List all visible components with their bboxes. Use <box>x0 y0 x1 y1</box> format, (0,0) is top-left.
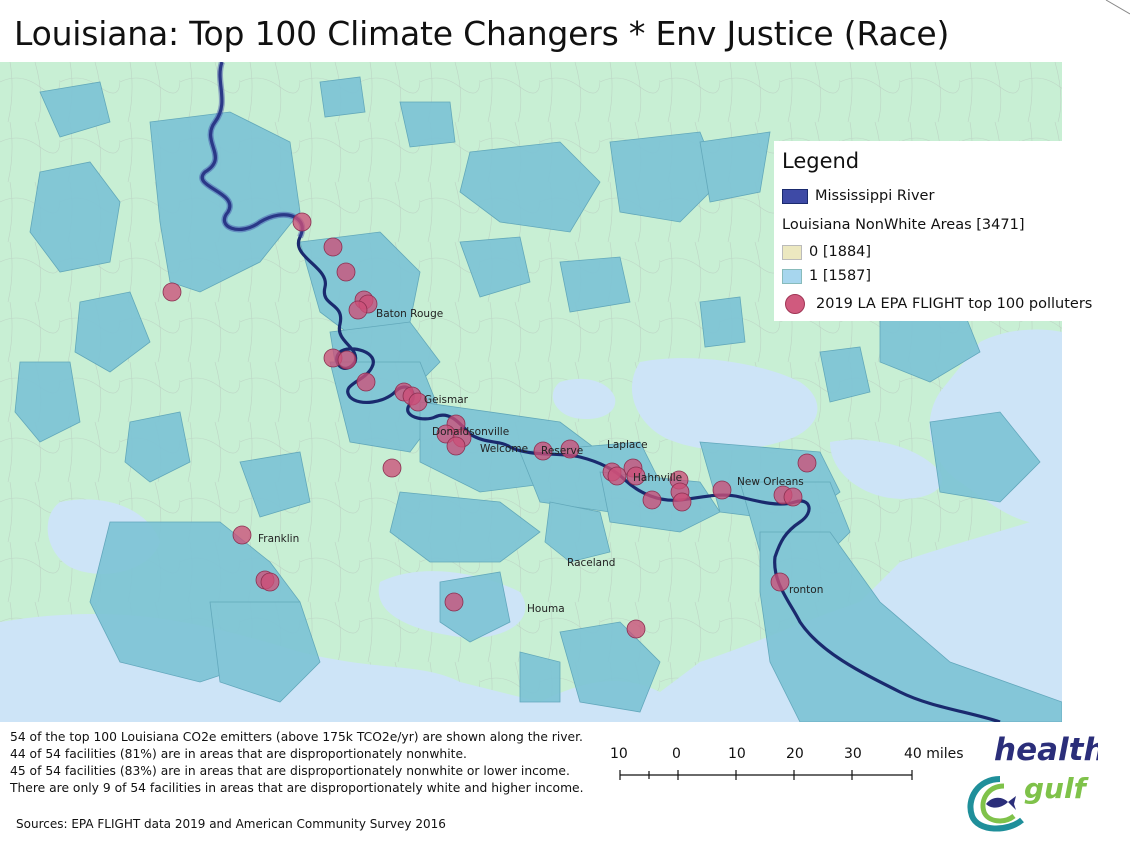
city-label-donaldsonville: Donaldsonville <box>432 426 509 438</box>
legend-one-label: 1 [1587] <box>809 268 872 284</box>
city-label-raceland: Raceland <box>567 557 615 569</box>
polluter-point <box>162 282 182 302</box>
logo-healthy-text: healthy <box>994 732 1098 768</box>
scale-label: 0 <box>672 746 681 762</box>
legend-layer-label: Louisiana NonWhite Areas [3471] <box>782 217 1025 233</box>
city-label-new-orleans: New Orleans <box>737 476 804 488</box>
summary-notes: 54 of the top 100 Louisiana CO2e emitter… <box>10 729 584 797</box>
scale-bar: 10 0 10 20 30 40 miles <box>610 746 964 780</box>
polluter-point <box>292 212 312 232</box>
city-label-franklin: Franklin <box>258 533 299 545</box>
polluter-point <box>712 480 732 500</box>
polluter-point <box>560 439 580 459</box>
note-line: 45 of 54 facilities (83%) are in areas t… <box>10 764 570 778</box>
polluter-point <box>232 525 252 545</box>
logo-gulf-text: gulf <box>1024 772 1090 805</box>
polluter-point <box>607 466 627 486</box>
polluter-point <box>626 619 646 639</box>
polluter-point <box>533 441 553 461</box>
polluter-point <box>770 572 790 592</box>
city-label-geismar: Geismar <box>424 394 469 406</box>
legend-title: Legend <box>782 149 860 173</box>
sources-text: Sources: EPA FLIGHT data 2019 and Americ… <box>16 817 446 831</box>
legend-polluters-label: 2019 LA EPA FLIGHT top 100 polluters <box>816 296 1093 312</box>
legend-polluters-row: 2019 LA EPA FLIGHT top 100 polluters <box>782 294 1092 314</box>
legend-layer-row: Louisiana NonWhite Areas [3471] <box>782 217 1025 233</box>
polluter-point <box>783 487 803 507</box>
city-label-hahnville: Hahnville <box>633 472 682 484</box>
map-legend: Legend Mississippi River Louisiana NonWh… <box>774 141 1092 321</box>
polluter-point <box>797 453 817 473</box>
polluter-point <box>626 466 646 486</box>
legend-zero-row: 0 [1884] <box>782 244 871 260</box>
city-label-baton-rouge: Baton Rouge <box>376 308 443 320</box>
legend-river-label: Mississippi River <box>815 188 935 204</box>
city-label-reserve: Reserve <box>541 445 583 457</box>
polluter-point <box>356 372 376 392</box>
zero-swatch <box>782 244 802 260</box>
polluter-point <box>444 592 464 612</box>
scale-label: 30 <box>844 746 862 762</box>
lake-pontchartrain <box>631 358 818 451</box>
river-swatch <box>782 188 808 204</box>
scale-label: 10 <box>728 746 746 762</box>
fish-icon <box>986 796 1016 810</box>
polluter-swatch <box>785 294 805 314</box>
logo-graphic: healthy gulf <box>967 732 1128 832</box>
legend-zero-label: 0 [1884] <box>809 244 872 260</box>
polluter-point <box>672 492 692 512</box>
polluter-point <box>446 436 466 456</box>
polluter-point <box>408 392 428 412</box>
city-label-laplace: Laplace <box>607 439 648 451</box>
corner-decoration <box>1105 0 1130 15</box>
city-label-welcome: Welcome <box>480 443 528 455</box>
polluter-point <box>348 300 368 320</box>
city-label-houma: Houma <box>527 603 565 615</box>
polluter-point <box>642 490 662 510</box>
legend-river-row: Mississippi River <box>782 188 934 204</box>
scale-label: 20 <box>786 746 804 762</box>
polluter-point <box>323 237 343 257</box>
lake-borgne <box>830 439 942 499</box>
map-title: Louisiana: Top 100 Climate Changers * En… <box>14 14 950 53</box>
city-labels: Baton Rouge Geismar Donaldsonville Welco… <box>258 308 823 615</box>
city-label-tronton: ronton <box>789 584 823 596</box>
note-line: 54 of the top 100 Louisiana CO2e emitter… <box>10 730 583 744</box>
legend-one-row: 1 [1587] <box>782 268 871 284</box>
polluters-layer <box>162 212 817 639</box>
one-swatch <box>782 268 802 284</box>
lake-maurepas <box>552 378 616 420</box>
scale-label: 10 <box>610 746 628 762</box>
polluter-point <box>382 458 402 478</box>
note-line: 44 of 54 facilities (81%) are in areas t… <box>10 747 467 761</box>
polluter-point <box>336 262 356 282</box>
polluter-point <box>260 572 280 592</box>
note-line: There are only 9 of 54 facilities in are… <box>10 781 584 795</box>
healthy-gulf-logo: healthy gulf <box>958 724 1128 834</box>
polluter-point <box>337 350 357 370</box>
nonwhite-areas <box>14 76 1062 722</box>
scale-label: 40 miles <box>904 746 964 762</box>
